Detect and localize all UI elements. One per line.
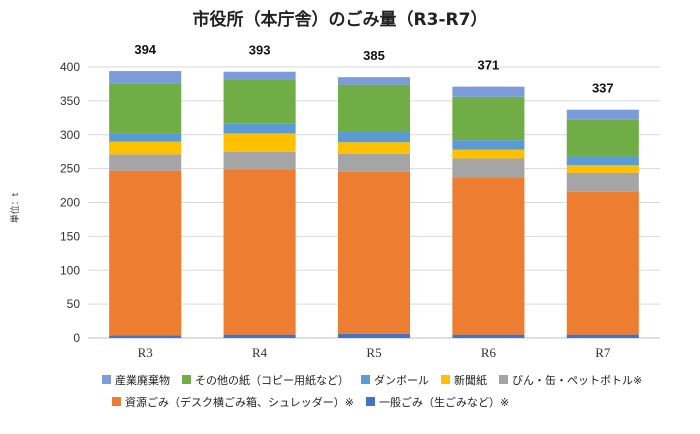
x-tick-label: R3: [138, 345, 153, 360]
total-label: 371: [478, 58, 500, 73]
x-tick-label: R7: [595, 345, 611, 360]
y-axis-label: 単位：t: [9, 192, 21, 223]
bar-segment: [337, 84, 411, 133]
x-axis-ticks: R3 R4 R5 R6 R7: [138, 345, 611, 360]
legend-label: 新聞紙: [454, 373, 487, 387]
bar-segment: [566, 165, 639, 173]
bar-segment: [337, 333, 411, 338]
bar-segment: [566, 156, 639, 166]
bar-segment: [566, 334, 639, 338]
legend-label: びん・缶・ペットボトル※: [512, 373, 642, 387]
bar-segment: [109, 335, 182, 338]
bar-segment: [337, 142, 411, 154]
legend-label: 一般ごみ（生ごみなど）※: [379, 395, 509, 409]
bar-segment: [109, 154, 182, 171]
legend-swatch: [182, 375, 191, 384]
y-tick-label: 250: [60, 162, 80, 176]
y-axis-ticks: 0 50 100 150 200 250 300 350 400: [60, 60, 80, 345]
legend-label: その他の紙（コピー用紙など）: [195, 373, 349, 387]
y-tick-label: 350: [60, 94, 80, 108]
y-tick-label: 200: [60, 196, 80, 210]
bar-segment: [452, 140, 525, 150]
bar-segment: [566, 119, 639, 157]
y-tick-label: 0: [73, 331, 80, 345]
bar-segment: [109, 71, 182, 84]
bar-segment: [337, 171, 411, 334]
y-axis-label-group: 単位：t: [9, 192, 21, 223]
bar-segment: [452, 86, 525, 97]
bar-segment: [109, 141, 182, 155]
legend-swatch: [441, 375, 450, 384]
bar-segment: [223, 123, 296, 134]
x-tick-label: R4: [252, 345, 268, 360]
legend-swatch: [112, 397, 121, 406]
bar-segment: [452, 334, 525, 338]
legend-swatch: [102, 375, 111, 384]
bar-segment: [109, 83, 182, 134]
bar-segment: [452, 158, 525, 178]
legend-label: ダンボール: [374, 373, 429, 387]
bar-segment: [223, 79, 296, 124]
bar-segment: [337, 132, 411, 143]
bar-segment: [566, 109, 639, 120]
bar-segment: [566, 172, 639, 192]
total-label: 394: [134, 42, 156, 57]
x-tick-label: R6: [481, 345, 497, 360]
bar-segment: [109, 170, 182, 336]
bar-segment: [452, 177, 525, 335]
bar-segment: [566, 191, 639, 335]
legend-swatch: [499, 375, 508, 384]
y-tick-label: 300: [60, 128, 80, 142]
bar-segment: [337, 77, 411, 85]
bar-segment: [223, 133, 296, 152]
total-label: 393: [249, 43, 271, 58]
y-tick-label: 400: [60, 60, 80, 74]
bar-segment: [223, 169, 296, 335]
bar-segment: [223, 151, 296, 170]
y-tick-label: 150: [60, 229, 80, 243]
y-tick-label: 100: [60, 263, 80, 277]
x-tick-label: R5: [366, 345, 381, 360]
bar-segment: [452, 96, 525, 141]
legend-label: 産業廃棄物: [115, 373, 170, 387]
bar-segment: [109, 133, 182, 142]
total-label: 385: [363, 48, 385, 63]
legend: 産業廃棄物 その他の紙（コピー用紙など） ダンボール 新聞紙 びん・缶・ペットボトル※ 資…: [102, 373, 642, 409]
total-label: 337: [592, 81, 614, 96]
bar-segment: [223, 334, 296, 338]
legend-swatch: [366, 397, 375, 406]
chart-title: 市役所（本庁舎）のごみ量（R3-R7）: [193, 9, 488, 30]
y-tick-label: 50: [67, 297, 81, 311]
bars: [109, 71, 639, 338]
bar-segment: [337, 153, 411, 172]
bar-segment: [223, 71, 296, 80]
legend-swatch: [361, 375, 370, 384]
total-labels: 394 393 385 371 337: [134, 42, 613, 96]
bar-segment: [452, 149, 525, 159]
legend-label: 資源ごみ（デスク横ごみ箱、シュレッダー）※: [125, 395, 354, 409]
